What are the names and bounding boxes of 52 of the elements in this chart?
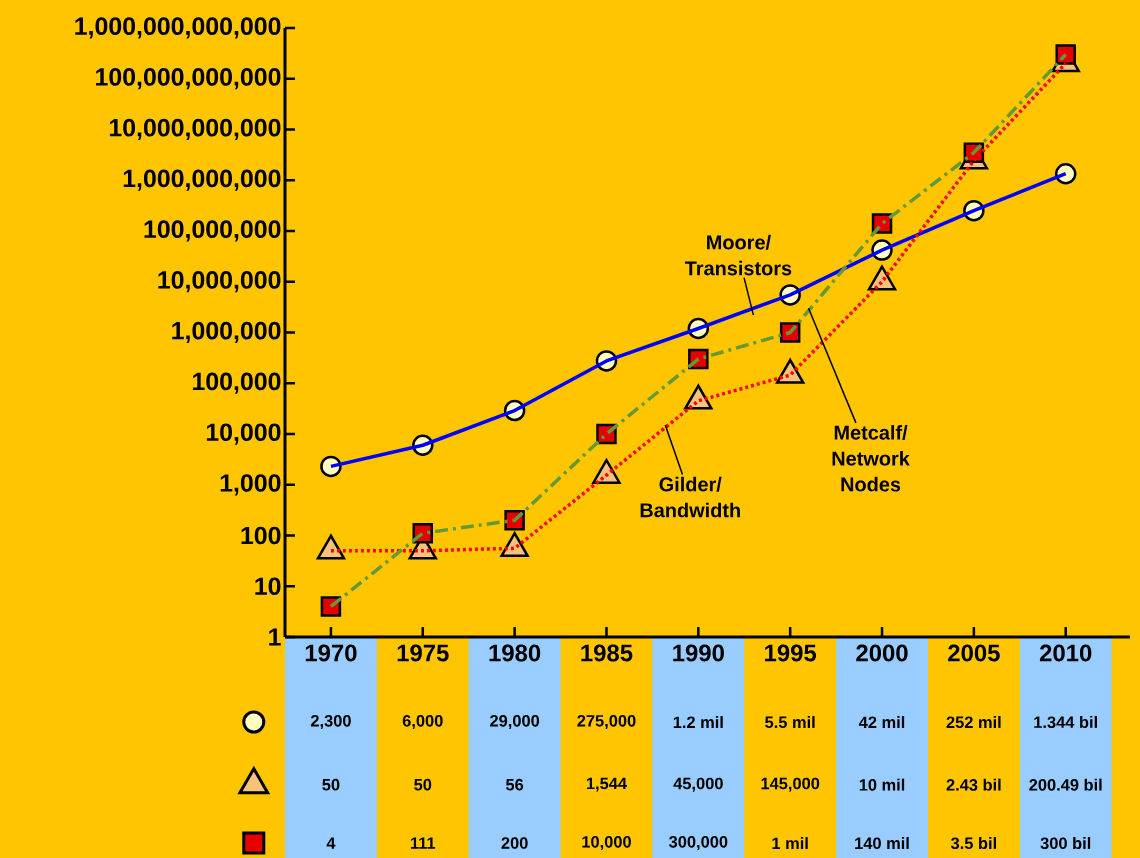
text: 1.344 bil — [1034, 715, 1097, 729]
y-tick-label: 10 — [255, 577, 281, 596]
text: 6,000 — [402, 714, 443, 730]
annotation: Gilder/ Bandwidth — [640, 476, 740, 518]
text: 200 — [501, 837, 528, 849]
text: 50 — [322, 778, 340, 791]
text: 1 mil — [772, 837, 808, 849]
text: 5.5 mil — [765, 715, 815, 729]
x-tick-label: 1980 — [489, 644, 541, 662]
text: 145,000 — [761, 777, 820, 792]
text: 1.2 mil — [673, 716, 723, 728]
text: 200.49 bil — [1029, 778, 1102, 791]
y-tick-label: 100,000,000,000 — [96, 68, 281, 90]
x-tick-label: 1975 — [397, 644, 449, 662]
y-tick-label: 1,000,000,000 — [123, 169, 281, 191]
annotation: Moore/ Transistors — [684, 234, 792, 276]
x-tick-label: 1970 — [305, 644, 357, 662]
text: 300 bil — [1040, 837, 1091, 850]
text: 140 mil — [855, 837, 909, 850]
text: 252 mil — [946, 715, 1001, 729]
y-tick-label: 100 — [241, 526, 281, 545]
y-tick-label: 100,000,000 — [144, 220, 281, 242]
x-tick-label: 1985 — [581, 644, 633, 662]
y-tick-label: 10,000,000 — [158, 271, 281, 293]
text: 2,300 — [310, 714, 351, 730]
text: 56 — [505, 778, 524, 791]
y-tick-label: 1,000,000,000,000 — [75, 17, 281, 39]
text: 4 — [326, 837, 336, 849]
y-tick-label: 1,000,000 — [172, 321, 281, 344]
y-tick-label: 1 — [269, 628, 281, 646]
y-tick-label: 100,000 — [193, 372, 281, 394]
y-tick-label: 10,000 — [206, 423, 281, 445]
x-tick-label: 2010 — [1039, 644, 1092, 662]
text: 29,000 — [490, 714, 540, 730]
text: 2.43 bil — [946, 778, 1001, 791]
text: 3.5 bil — [950, 837, 996, 850]
text: 275,000 — [577, 714, 636, 730]
text: 300,000 — [668, 836, 728, 851]
y-tick-label: 10,000,000,000 — [109, 118, 281, 141]
text: 10,000 — [582, 836, 631, 851]
text: 10 mil — [859, 778, 905, 791]
x-tick-label: 2005 — [948, 644, 1000, 662]
x-tick-label: 2000 — [856, 644, 908, 662]
x-tick-label: 1995 — [765, 644, 817, 662]
text: 1,544 — [586, 777, 627, 792]
x-tick-label: 1990 — [673, 644, 724, 662]
text: 42 mil — [858, 716, 905, 728]
text: 45,000 — [673, 777, 723, 792]
text: 111 — [411, 837, 436, 849]
text: 50 — [414, 778, 432, 791]
y-tick-label: 1,000 — [220, 474, 281, 496]
annotation: Metcalf/ Network Nodes — [832, 425, 910, 492]
